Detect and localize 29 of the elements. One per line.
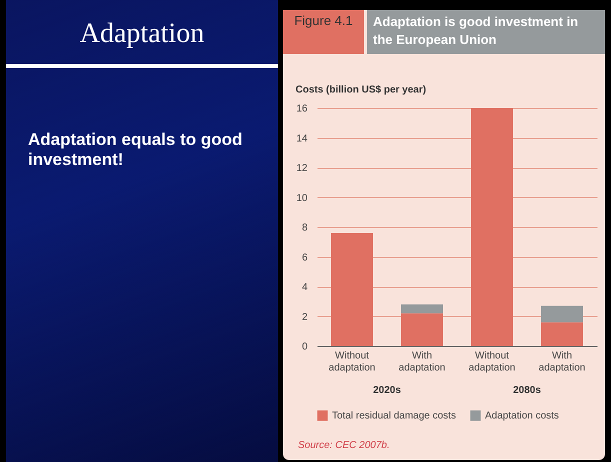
y-tick-label: 2 (302, 312, 308, 323)
x-tick-label: With adaptation (398, 350, 446, 374)
y-tick-label: 14 (296, 133, 308, 144)
y-tick-label: 10 (296, 192, 308, 204)
x-tick-label: Without adaptation (328, 350, 376, 374)
bar (401, 313, 443, 346)
x-tick-label: With adaptation (538, 350, 586, 374)
text: 2020s (373, 385, 402, 396)
text: Adaptation equals to good investment! (28, 130, 244, 170)
source-note: Source: CEC 2007b. (298, 440, 390, 451)
y-tick-label: 12 (296, 163, 308, 174)
y-tick-label: 16 (296, 104, 308, 114)
y-tick-label: 4 (302, 282, 308, 293)
y-tick-label: 6 (302, 252, 308, 264)
y-tick-label: 0 (302, 342, 308, 352)
legend-label: Total residual damage costs (332, 410, 456, 422)
bar (401, 304, 443, 314)
chart-title: Adaptation is good investment in the European Union (367, 10, 605, 54)
bar (331, 232, 373, 346)
text: Adaptation (78, 18, 206, 50)
legend-label: Adaptation costs (485, 410, 559, 422)
caption: Figure 4.1 (283, 10, 364, 54)
bar (541, 306, 583, 322)
y-axis-title: Costs (billion US$ per year) (296, 84, 426, 96)
x-tick-label: Without adaptation (468, 350, 516, 374)
bar (471, 108, 513, 346)
bar (541, 322, 583, 346)
y-tick-label: 8 (302, 222, 308, 234)
text: 2080s (513, 385, 542, 396)
